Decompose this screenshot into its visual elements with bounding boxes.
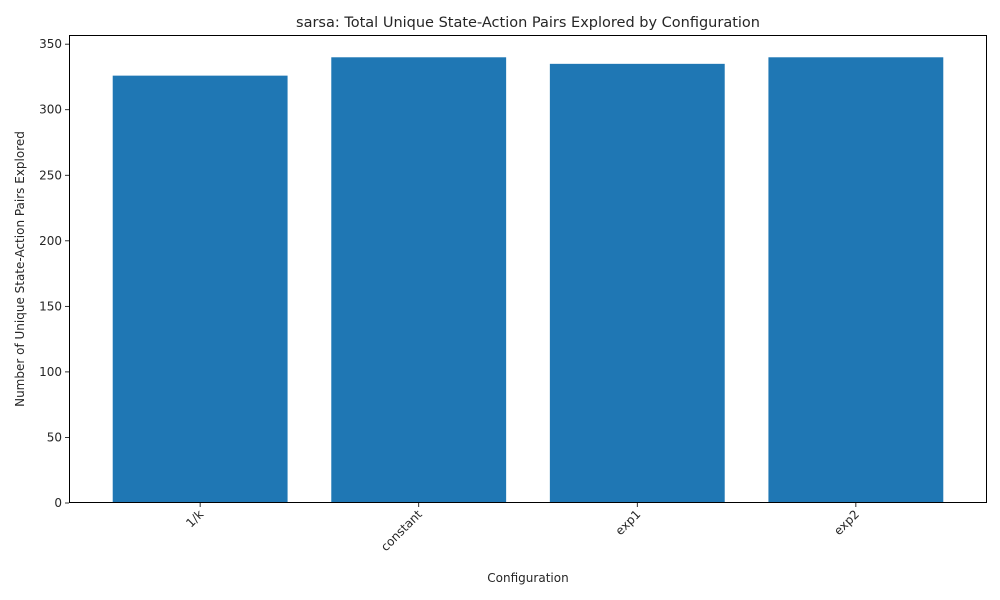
bars-layer [112,57,944,504]
x-tick-label: exp1 [613,507,644,538]
bar-1-k [112,75,288,503]
bar-constant [331,57,507,504]
bar-exp1 [549,63,725,504]
x-tick-label: exp2 [831,507,862,538]
y-axis: 0 50 100 150 200 250 300 350 [39,37,69,510]
plot-frame [69,35,987,503]
y-tick-label: 300 [39,103,62,117]
x-tick-label: 1/k [183,507,206,530]
y-tick-label: 250 [39,168,62,182]
y-axis-label: Number of Unique State-Action Pairs Expl… [13,131,27,407]
x-axis-label: Configuration [487,571,568,585]
x-axis: 1/k constant exp1 exp2 [183,503,862,554]
y-tick-label: 0 [54,496,62,510]
y-tick-label: 50 [47,430,62,444]
x-tick-label: constant [378,507,425,554]
bar-exp2 [768,57,944,504]
y-tick-label: 200 [39,234,62,248]
y-tick-label: 100 [39,365,62,379]
y-tick-label: 150 [39,299,62,313]
y-tick-label: 350 [39,37,62,51]
chart-title: sarsa: Total Unique State-Action Pairs E… [296,15,760,31]
